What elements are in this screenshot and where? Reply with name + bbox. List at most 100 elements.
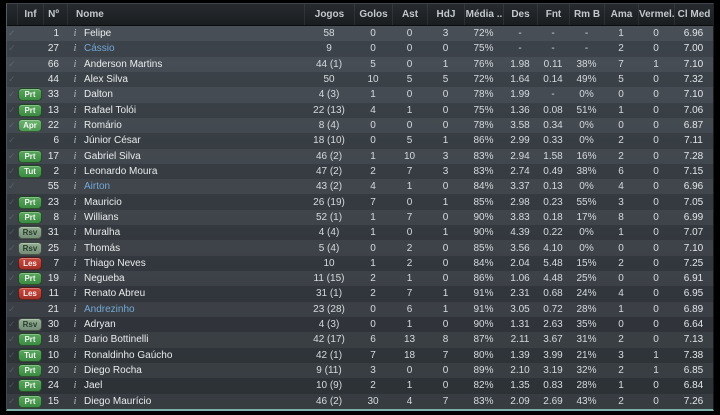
- rmb-value: 49%: [576, 74, 597, 86]
- info-icon[interactable]: i: [73, 319, 77, 331]
- column-header-fnt[interactable]: Fnt: [537, 4, 569, 25]
- info-icon[interactable]: i: [73, 334, 77, 346]
- column-header-rmb[interactable]: Rm B: [569, 4, 604, 25]
- vermel-value: 0: [653, 135, 659, 147]
- table-row[interactable]: ✓ Prt 33 i Dalton 4 (3) 1 0 0 78% 1.99 -…: [7, 87, 713, 102]
- table-row[interactable]: ✓ Prt 17 i Gabriel Silva 46 (2) 1 10 3 8…: [7, 149, 713, 164]
- table-row[interactable]: ✓ Rsv 31 i Muralha 4 (4) 1 0 1 90% 4.39 …: [7, 225, 713, 241]
- info-icon[interactable]: i: [73, 380, 77, 392]
- info-icon[interactable]: i: [73, 89, 77, 101]
- table-row[interactable]: ✓ Prt 19 i Negueba 11 (15) 2 1 0 86% 1.0…: [7, 271, 713, 286]
- player-name[interactable]: Willians: [84, 211, 119, 223]
- player-name[interactable]: Rafael Tolói: [84, 104, 137, 116]
- column-header-media[interactable]: Média ..: [464, 4, 503, 25]
- table-row[interactable]: ✓ 1 i Felipe 58 0 0 3 72% - - - 1 0 6.96: [7, 26, 713, 41]
- rmb-value: 43%: [576, 395, 597, 407]
- player-name[interactable]: Leonardo Moura: [84, 165, 158, 177]
- player-name[interactable]: Diego Rocha: [84, 365, 142, 377]
- table-row[interactable]: ✓ Prt 23 i Mauricio 26 (19) 7 0 1 85% 2.…: [7, 194, 713, 210]
- player-name[interactable]: Negueba: [84, 273, 125, 285]
- table-row[interactable]: ✓ Les 7 i Thiago Neves 10 1 2 0 84% 2.04…: [7, 255, 713, 271]
- clmed-value: 6.64: [683, 319, 704, 331]
- table-row[interactable]: ✓ Prt 13 i Rafael Tolói 22 (13) 4 1 0 75…: [7, 102, 713, 118]
- info-icon[interactable]: i: [73, 28, 77, 40]
- info-icon[interactable]: i: [73, 349, 77, 361]
- info-icon[interactable]: i: [73, 227, 77, 239]
- player-name[interactable]: Thiago Neves: [84, 257, 146, 269]
- player-name[interactable]: Jael: [84, 380, 103, 392]
- table-row[interactable]: ✓ Prt 15 i Diego Maurício 46 (2) 30 4 7 …: [7, 394, 713, 409]
- player-name[interactable]: Thomás: [84, 242, 121, 254]
- player-name[interactable]: Muralha: [84, 227, 121, 239]
- info-icon[interactable]: i: [73, 120, 77, 132]
- table-row[interactable]: ✓ 6 i Júnior César 18 (10) 0 5 1 86% 2.9…: [7, 133, 713, 149]
- column-header-jogos[interactable]: Jogos: [304, 4, 354, 25]
- table-row[interactable]: ✓ Apr 22 i Romário 8 (4) 0 0 0 78% 3.58 …: [7, 118, 713, 133]
- player-name[interactable]: Cássio: [84, 43, 115, 55]
- check-icon: ✓: [8, 165, 16, 176]
- column-header-ama[interactable]: Ama: [604, 4, 638, 25]
- table-row[interactable]: ✓ Prt 20 i Diego Rocha 9 (11) 3 0 0 89% …: [7, 363, 713, 378]
- table-row[interactable]: ✓ 27 i Cássio 9 0 0 0 75% - - - 2 0 7.00: [7, 41, 713, 57]
- table-row[interactable]: ✓ Tut 2 i Leonardo Moura 47 (2) 2 7 3 83…: [7, 163, 713, 180]
- table-row[interactable]: ✓ Tut 10 i Ronaldinho Gaúcho 42 (1) 7 18…: [7, 347, 713, 363]
- player-name[interactable]: Dalton: [84, 89, 113, 101]
- info-icon[interactable]: i: [73, 288, 77, 300]
- player-name[interactable]: Airton: [84, 181, 111, 193]
- table-row[interactable]: ✓ Rsv 30 i Adryan 4 (3) 0 1 0 90% 1.31 2…: [7, 316, 713, 333]
- table-row[interactable]: ✓ Prt 24 i Jael 10 (9) 2 1 0 82% 1.35 0.…: [7, 378, 713, 394]
- player-name[interactable]: Ronaldinho Gaúcho: [84, 349, 173, 361]
- table-row[interactable]: ✓ Rsv 25 i Thomás 5 (4) 0 2 0 85% 3.56 4…: [7, 240, 713, 255]
- info-icon[interactable]: i: [73, 257, 77, 269]
- player-name[interactable]: Gabriel Silva: [84, 150, 141, 162]
- player-name[interactable]: Andrezinho: [84, 303, 135, 315]
- column-header-num[interactable]: Nº: [43, 4, 67, 25]
- info-icon[interactable]: i: [73, 273, 77, 285]
- check-icon: ✓: [8, 181, 16, 192]
- table-row[interactable]: ✓ Les 11 i Renato Abreu 31 (1) 2 7 1 91%…: [7, 286, 713, 302]
- info-icon[interactable]: i: [73, 150, 77, 162]
- player-name[interactable]: Ânderson Martins: [84, 58, 163, 70]
- info-icon[interactable]: i: [73, 196, 77, 208]
- table-row[interactable]: ✓ 66 i Ânderson Martins 44 (1) 5 0 1 76%…: [7, 57, 713, 72]
- column-header-vermel[interactable]: Vermel..: [638, 4, 674, 25]
- column-header-clmed[interactable]: Cl Med: [674, 4, 713, 25]
- hdj-value: 3: [442, 150, 449, 162]
- player-name[interactable]: Diego Maurício: [84, 395, 152, 407]
- player-name[interactable]: Dario Bottinelli: [84, 334, 149, 346]
- info-icon[interactable]: i: [73, 165, 77, 177]
- info-icon[interactable]: i: [73, 242, 77, 254]
- table-row[interactable]: ✓ 55 i Airton 43 (2) 4 1 0 84% 3.37 0.13…: [7, 179, 713, 194]
- shirt-number: 18: [47, 334, 59, 346]
- info-icon[interactable]: i: [73, 211, 77, 223]
- player-name[interactable]: Mauricio: [84, 196, 122, 208]
- info-icon[interactable]: i: [73, 74, 77, 86]
- info-icon[interactable]: i: [73, 181, 77, 193]
- player-name[interactable]: Adryan: [84, 319, 116, 331]
- column-header-golos[interactable]: Golos: [354, 4, 392, 25]
- column-header-inf[interactable]: Inf: [17, 4, 43, 25]
- info-icon[interactable]: i: [73, 43, 77, 55]
- info-icon[interactable]: i: [73, 365, 77, 377]
- info-icon[interactable]: i: [73, 303, 77, 315]
- table-row[interactable]: ✓ 21 i Andrezinho 23 (28) 0 6 1 91% 3.05…: [7, 302, 713, 317]
- rmb-value: -: [584, 43, 589, 55]
- info-icon[interactable]: i: [73, 395, 77, 407]
- player-name[interactable]: Felipe: [84, 28, 112, 40]
- player-name[interactable]: Renato Abreu: [84, 288, 146, 300]
- player-name[interactable]: Romário: [84, 120, 122, 132]
- table-row[interactable]: ✓ Prt 8 i Willians 52 (1) 1 7 0 90% 3.83…: [7, 210, 713, 225]
- info-icon[interactable]: i: [73, 104, 77, 116]
- column-header-nome[interactable]: Nome: [67, 4, 304, 25]
- info-icon[interactable]: i: [73, 58, 77, 70]
- column-header-hdj[interactable]: HdJ: [427, 4, 464, 25]
- table-row[interactable]: ✓ Prt 18 i Dario Bottinelli 42 (17) 6 13…: [7, 332, 713, 347]
- table-row[interactable]: ✓ 44 i Alex Silva 50 10 5 5 72% 1.64 0.1…: [7, 71, 713, 88]
- player-name[interactable]: Júnior César: [84, 135, 141, 147]
- ama-value: 5: [618, 74, 624, 86]
- info-icon[interactable]: i: [73, 135, 77, 147]
- vermel-value: 0: [653, 181, 659, 193]
- column-header-des[interactable]: Des: [503, 4, 537, 25]
- player-name[interactable]: Alex Silva: [84, 74, 128, 86]
- column-header-ast[interactable]: Ast: [392, 4, 427, 25]
